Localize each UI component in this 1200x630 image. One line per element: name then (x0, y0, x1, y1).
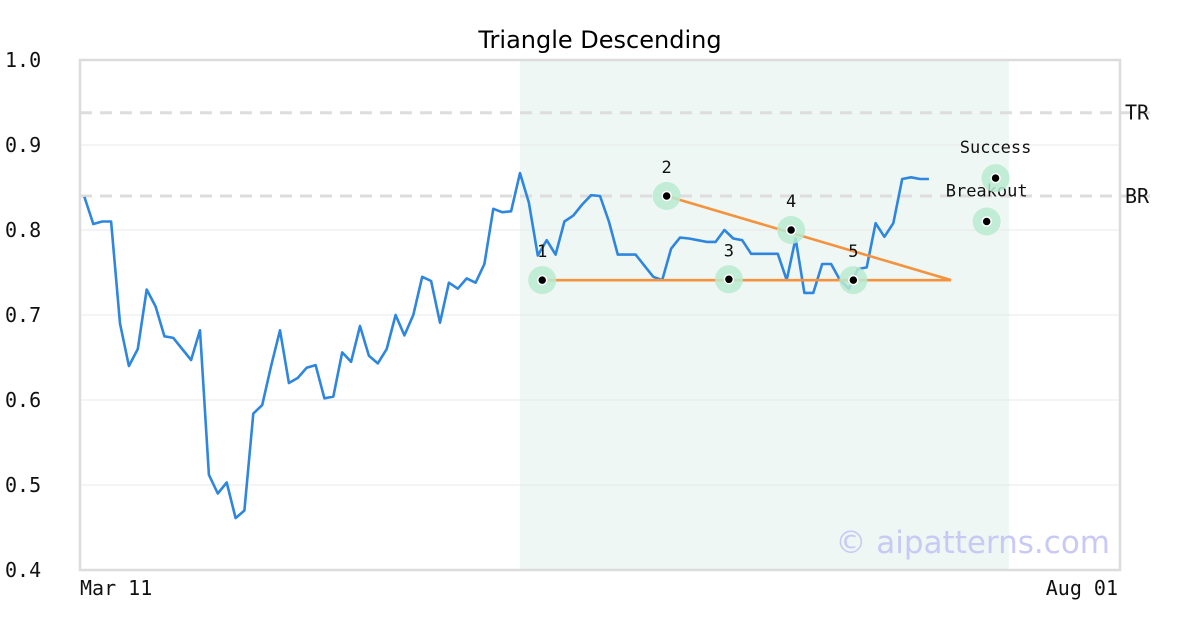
y-tick-label: 0.8 (5, 218, 41, 242)
resistance-line (666, 194, 952, 282)
annotated-points: 1 2 3 4 5 Breakout Success (528, 138, 1032, 295)
point-label: 3 (724, 241, 734, 261)
x-tick-end: Aug 01 (1046, 576, 1118, 600)
y-tick-label: 0.5 (5, 473, 41, 497)
y-tick-label: 0.9 (5, 133, 41, 157)
chart-title: Triangle Descending (477, 26, 721, 54)
plot-frame (78, 58, 1122, 572)
point-label: Breakout (946, 182, 1028, 202)
price-series (83, 171, 929, 520)
watermark: © aipatterns.com (835, 525, 1110, 561)
point-label: 5 (848, 242, 858, 262)
pattern-lines (542, 194, 952, 282)
y-tick-label: 1.0 (5, 48, 41, 72)
y-tick-label: 0.6 (5, 388, 41, 412)
point-marker (723, 274, 735, 285)
point-marker (981, 216, 992, 227)
point-marker (848, 274, 859, 286)
point-marker (661, 190, 672, 202)
point-label: Success (960, 138, 1032, 158)
y-tick-label: 0.7 (5, 303, 41, 327)
price-line (83, 171, 929, 520)
level-label: BR (1125, 184, 1150, 208)
point-label: 4 (786, 192, 796, 212)
y-axis-ticks: 1.0 0.9 0.8 0.7 0.6 0.5 0.4 (5, 48, 41, 582)
point-label: 1 (537, 242, 547, 262)
point-marker (785, 224, 797, 236)
level-label: TR (1125, 101, 1150, 125)
x-tick-start: Mar 11 (80, 576, 152, 600)
point-marker (990, 172, 1001, 184)
point-marker (536, 274, 548, 286)
y-tick-label: 0.4 (5, 558, 41, 582)
point-label: 2 (662, 158, 672, 178)
